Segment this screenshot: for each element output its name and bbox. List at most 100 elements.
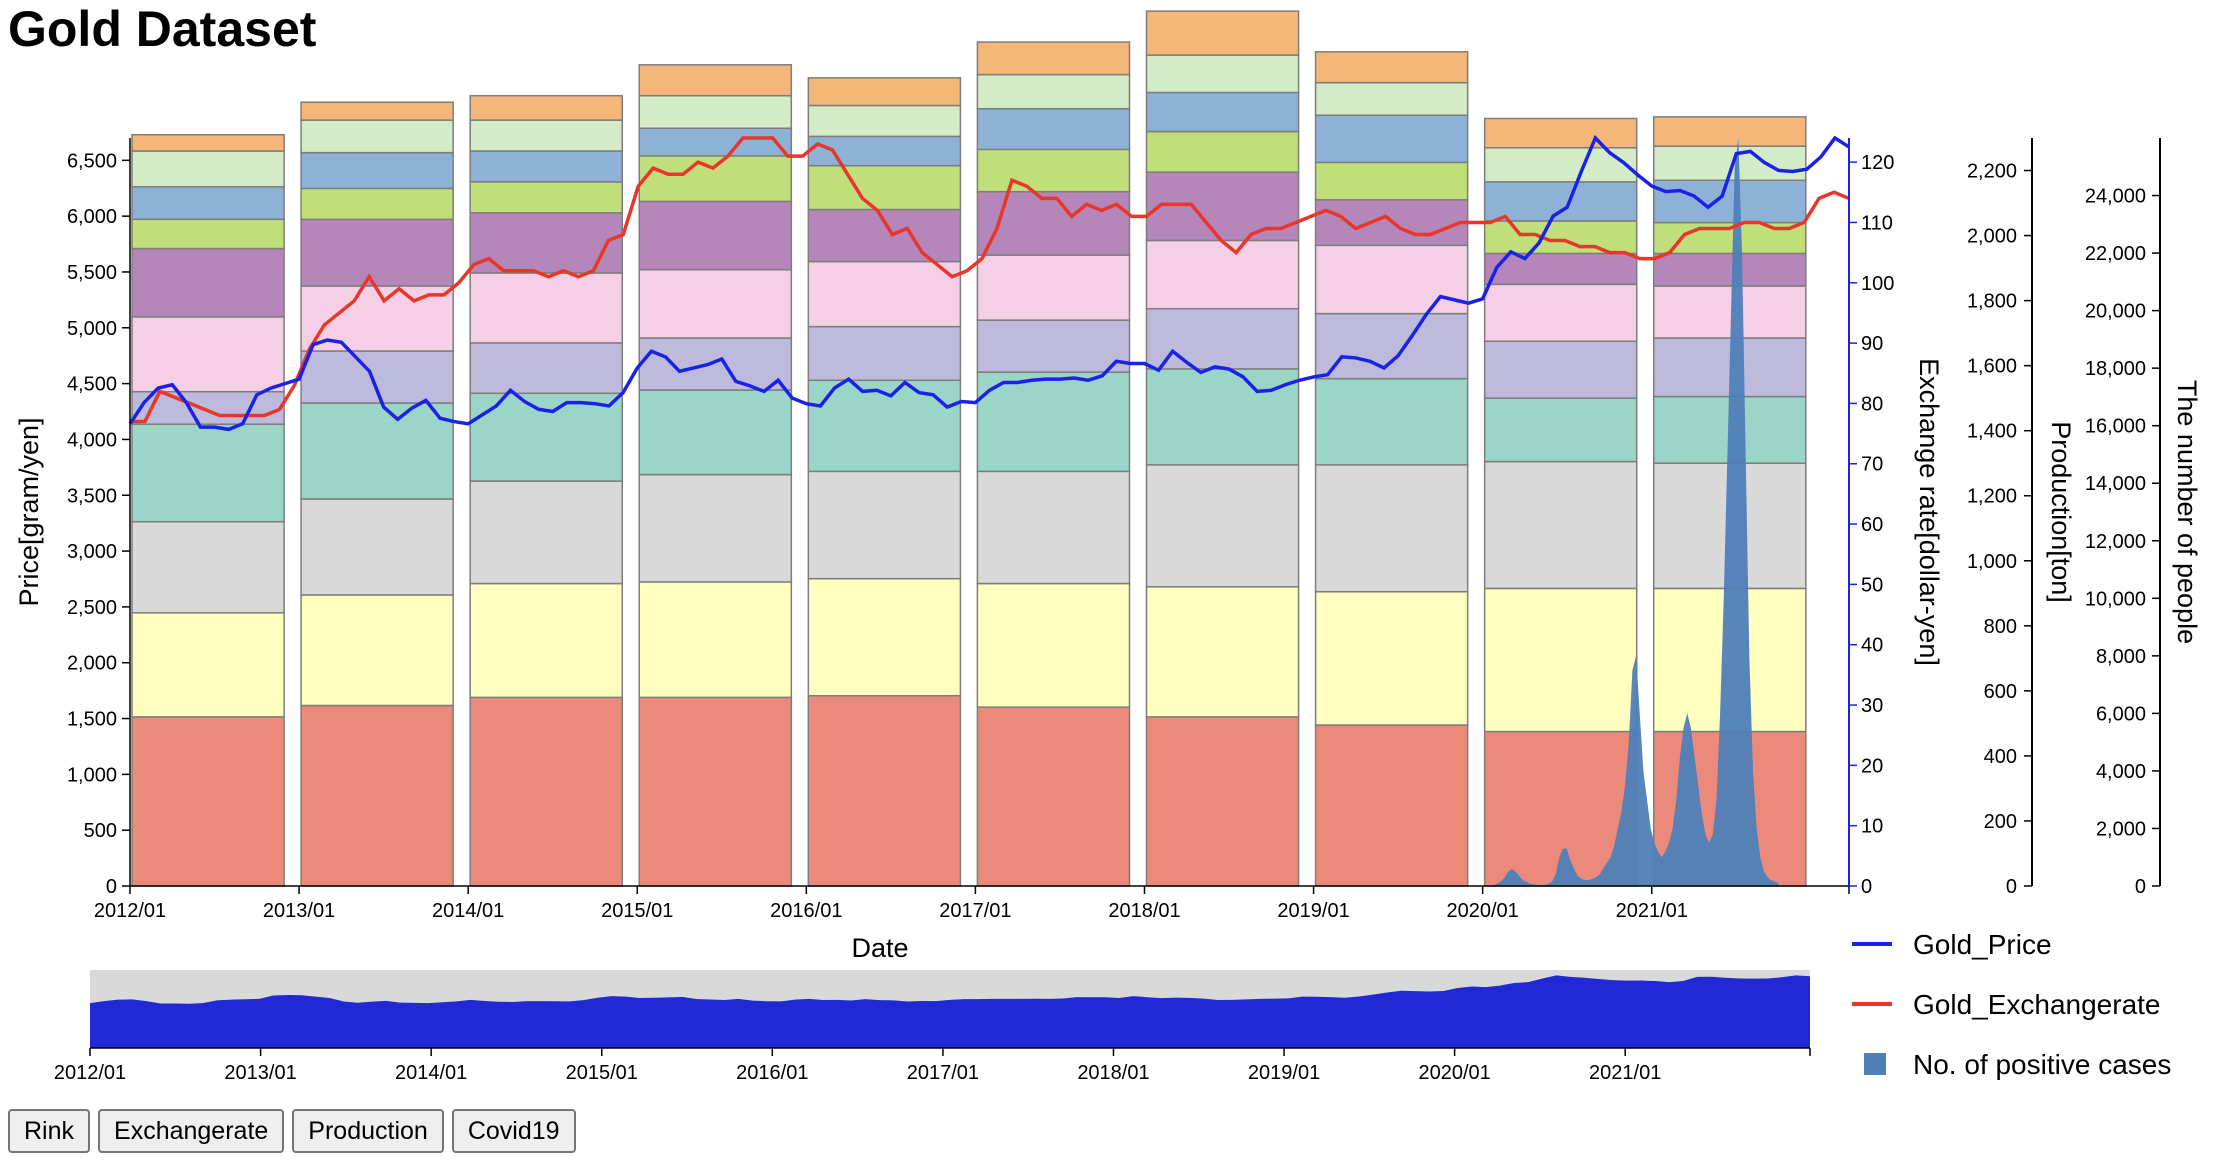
production-bar-segment (131, 716, 285, 887)
production-bar-segment (1483, 147, 1638, 183)
production-tick-label: 2,200 (1967, 161, 2017, 183)
production-bar-segment (638, 696, 793, 887)
production-bar-segment (638, 473, 793, 583)
production-tick-label: 2,000 (1967, 226, 2017, 248)
production-tick-label: 1,200 (1967, 486, 2017, 508)
overview-tick-label: 2020/01 (1418, 1062, 1490, 1084)
gold-exchangerate-line (130, 136, 1850, 424)
exchange-axis-label: Exchange rate[dollar-yen] (1914, 358, 1944, 666)
production-bar-segment (976, 371, 1131, 473)
production-bar-segment (1483, 397, 1638, 463)
production-bar-segment (1145, 130, 1300, 173)
date-tick-label: 2017/01 (939, 900, 1011, 922)
production-bar-segment (807, 325, 962, 382)
production-bar-segment (976, 107, 1131, 151)
production-tick-label: 400 (1984, 746, 2017, 768)
production-bar-segment (807, 470, 962, 580)
date-tick-label: 2021/01 (1616, 900, 1688, 922)
production-bar-segment (1314, 114, 1469, 164)
exchange-tick-label: 0 (1861, 876, 1872, 898)
production-bar-segment (300, 187, 454, 221)
production-bar-segment (638, 64, 793, 97)
people-tick-label: 22,000 (2085, 243, 2146, 265)
covid19-button[interactable]: Covid19 (451, 1109, 576, 1153)
legend-item: Gold_Price (1852, 929, 2052, 960)
production-bar-segment (300, 594, 454, 707)
price-tick-label: 0 (106, 876, 117, 898)
production-bar-segment (131, 390, 285, 425)
production-bar-segment (1145, 368, 1300, 466)
overview-tick-label: 2015/01 (566, 1062, 638, 1084)
price-tick-label: 1,500 (67, 709, 117, 731)
production-bar-segment (1314, 51, 1469, 84)
price-tick-label: 4,000 (67, 429, 117, 451)
price-tick-label: 3,000 (67, 541, 117, 563)
production-bar-segment (638, 200, 793, 271)
production-bar-segment (469, 150, 623, 183)
production-bar-segment (807, 577, 962, 697)
production-bar-segment (1314, 464, 1469, 593)
production-bar-segment (1483, 220, 1638, 255)
production-tick-label: 800 (1984, 616, 2017, 638)
people-tick-label: 8,000 (2096, 646, 2146, 668)
production-bar-segment (1652, 179, 1807, 224)
production-bar-segment (638, 581, 793, 699)
production-bar-segment (807, 260, 962, 328)
date-tick-label: 2015/01 (601, 900, 673, 922)
date-axis-label: Date (851, 933, 908, 963)
production-bar-segment (131, 133, 285, 152)
production-bar-segment (1314, 724, 1469, 887)
production-bar-segment (131, 247, 285, 318)
production-bar-segment (469, 181, 623, 214)
production-bar-segment (469, 119, 623, 152)
production-bar-segment (300, 101, 454, 121)
price-lines (128, 134, 1850, 432)
production-bar-segment (638, 337, 793, 391)
production-bar-segment (1145, 464, 1300, 588)
legend: Gold_Price Gold_Exchangerate No. of positi… (1852, 929, 2171, 1080)
production-bar-segment (1145, 239, 1300, 310)
production-bar-segment (1145, 716, 1300, 887)
price-tick-label: 3,500 (67, 485, 117, 507)
price-tick-label: 1,000 (67, 764, 117, 786)
production-bar-segment (976, 190, 1131, 256)
production-bar-segment (1483, 460, 1638, 590)
rink-button[interactable]: Rink (8, 1109, 91, 1153)
control-buttons: Rink Exchangerate Production Covid19 (8, 1109, 576, 1153)
exchangerate-button[interactable]: Exchangerate (98, 1109, 285, 1153)
production-bar-segment (1314, 312, 1469, 380)
exchange-tick-label: 60 (1861, 514, 1883, 536)
exchange-tick-label: 90 (1861, 333, 1883, 355)
production-bar-segment (638, 155, 793, 203)
production-button[interactable]: Production (292, 1109, 444, 1153)
production-bar-segment (1483, 283, 1638, 343)
production-bar-segment (131, 150, 285, 188)
price-tick-label: 5,500 (67, 262, 117, 284)
price-tick-label: 4,500 (67, 374, 117, 396)
exchange-tick-label: 70 (1861, 454, 1883, 476)
production-bar-segment (1652, 252, 1807, 287)
exchange-tick-label: 100 (1861, 273, 1894, 295)
production-bar-segment (469, 582, 623, 699)
legend-square-swatch (1864, 1053, 1886, 1075)
production-bar-segment (469, 272, 623, 344)
people-tick-label: 24,000 (2085, 186, 2146, 208)
legend-label: Gold_Exchangerate (1913, 989, 2161, 1020)
production-bar-segment (131, 521, 285, 614)
exchange-tick-label: 50 (1861, 574, 1883, 596)
overview-tick-label: 2021/01 (1589, 1062, 1661, 1084)
overview-tick-label: 2012/01 (54, 1062, 126, 1084)
production-bar-segment (131, 186, 285, 221)
production-bar-segment (1483, 587, 1638, 733)
production-bar-segment (1145, 54, 1300, 94)
production-bar-segment (976, 41, 1131, 76)
overview-tick-label: 2014/01 (395, 1062, 467, 1084)
production-bar-segment (976, 319, 1131, 373)
production-bar-segment (469, 696, 623, 887)
people-tick-label: 4,000 (2096, 761, 2146, 783)
date-tick-label: 2019/01 (1277, 900, 1349, 922)
overview-tick-label: 2017/01 (907, 1062, 979, 1084)
production-bar-segment (1652, 285, 1807, 339)
overview-tick-label: 2018/01 (1077, 1062, 1149, 1084)
date-tick-label: 2020/01 (1447, 900, 1519, 922)
